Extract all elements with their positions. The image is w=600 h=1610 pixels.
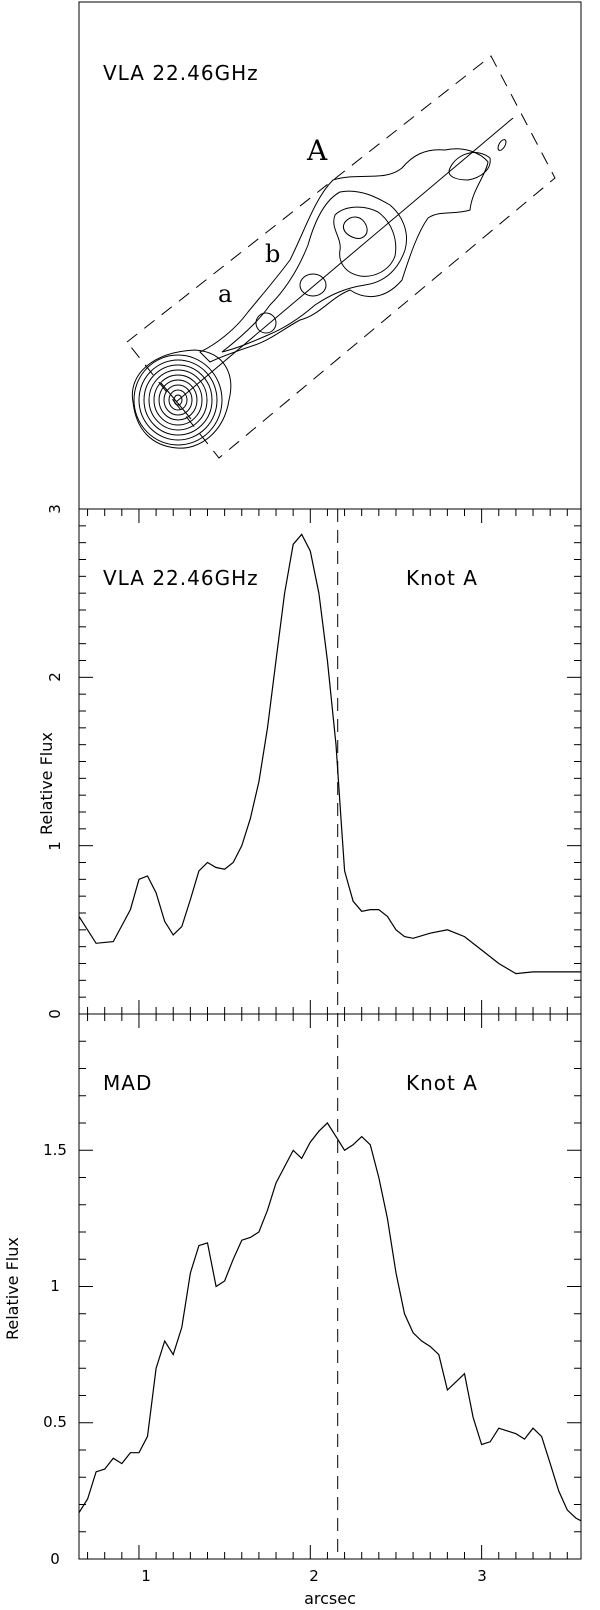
core-contours <box>131 349 232 449</box>
vla-ylabel: Relative Flux <box>37 732 56 835</box>
vla-ytick-label-0: 0 <box>46 1009 64 1019</box>
xtick-label-3: 3 <box>477 1567 487 1585</box>
knot-a-label: a <box>218 280 232 308</box>
vla-flux-line <box>78 533 581 975</box>
mad-profile-panel: MAD Knot A Relative Flux 0 0.5 1 1.5 1 2… <box>3 1013 582 1608</box>
vla-annotation: Knot A <box>406 566 478 590</box>
jet-axis-tick <box>160 382 192 420</box>
mad-ytick-label-0: 0 <box>50 1550 60 1568</box>
mad-ytick-label-2: 1 <box>50 1277 60 1295</box>
mad-ylabel: Relative Flux <box>3 1237 22 1340</box>
vla-ticks <box>79 508 581 1015</box>
contour-title: VLA 22.46GHz <box>103 61 259 85</box>
vla-title: VLA 22.46GHz <box>103 566 259 590</box>
vla-ytick-label-1: 1 <box>46 841 64 851</box>
jet-contours <box>199 139 507 363</box>
mad-ytick-label-3: 1.5 <box>43 1141 67 1159</box>
mad-ticks <box>79 1013 581 1560</box>
mad-frame <box>78 1013 582 1560</box>
knot-A-label: A <box>306 134 328 167</box>
mad-flux-line <box>78 1122 582 1522</box>
vla-ytick-label-2: 2 <box>46 672 64 682</box>
mad-title: MAD <box>103 1071 152 1095</box>
x-axis-label: arcsec <box>304 1589 356 1608</box>
contour-panel: VLA 22.46GHz <box>78 1 582 510</box>
jet-axis <box>175 117 514 403</box>
vla-profile-panel: VLA 22.46GHz Knot A Relative Flux 0 1 2 … <box>37 504 582 1019</box>
vla-ytick-label-3: 3 <box>46 504 64 514</box>
mad-annotation: Knot A <box>406 1071 478 1095</box>
mad-ytick-label-1: 0.5 <box>43 1413 67 1431</box>
knot-b-label: b <box>265 240 280 268</box>
extraction-box <box>126 55 556 459</box>
xtick-label-1: 1 <box>141 1567 151 1585</box>
xtick-label-2: 2 <box>309 1567 319 1585</box>
